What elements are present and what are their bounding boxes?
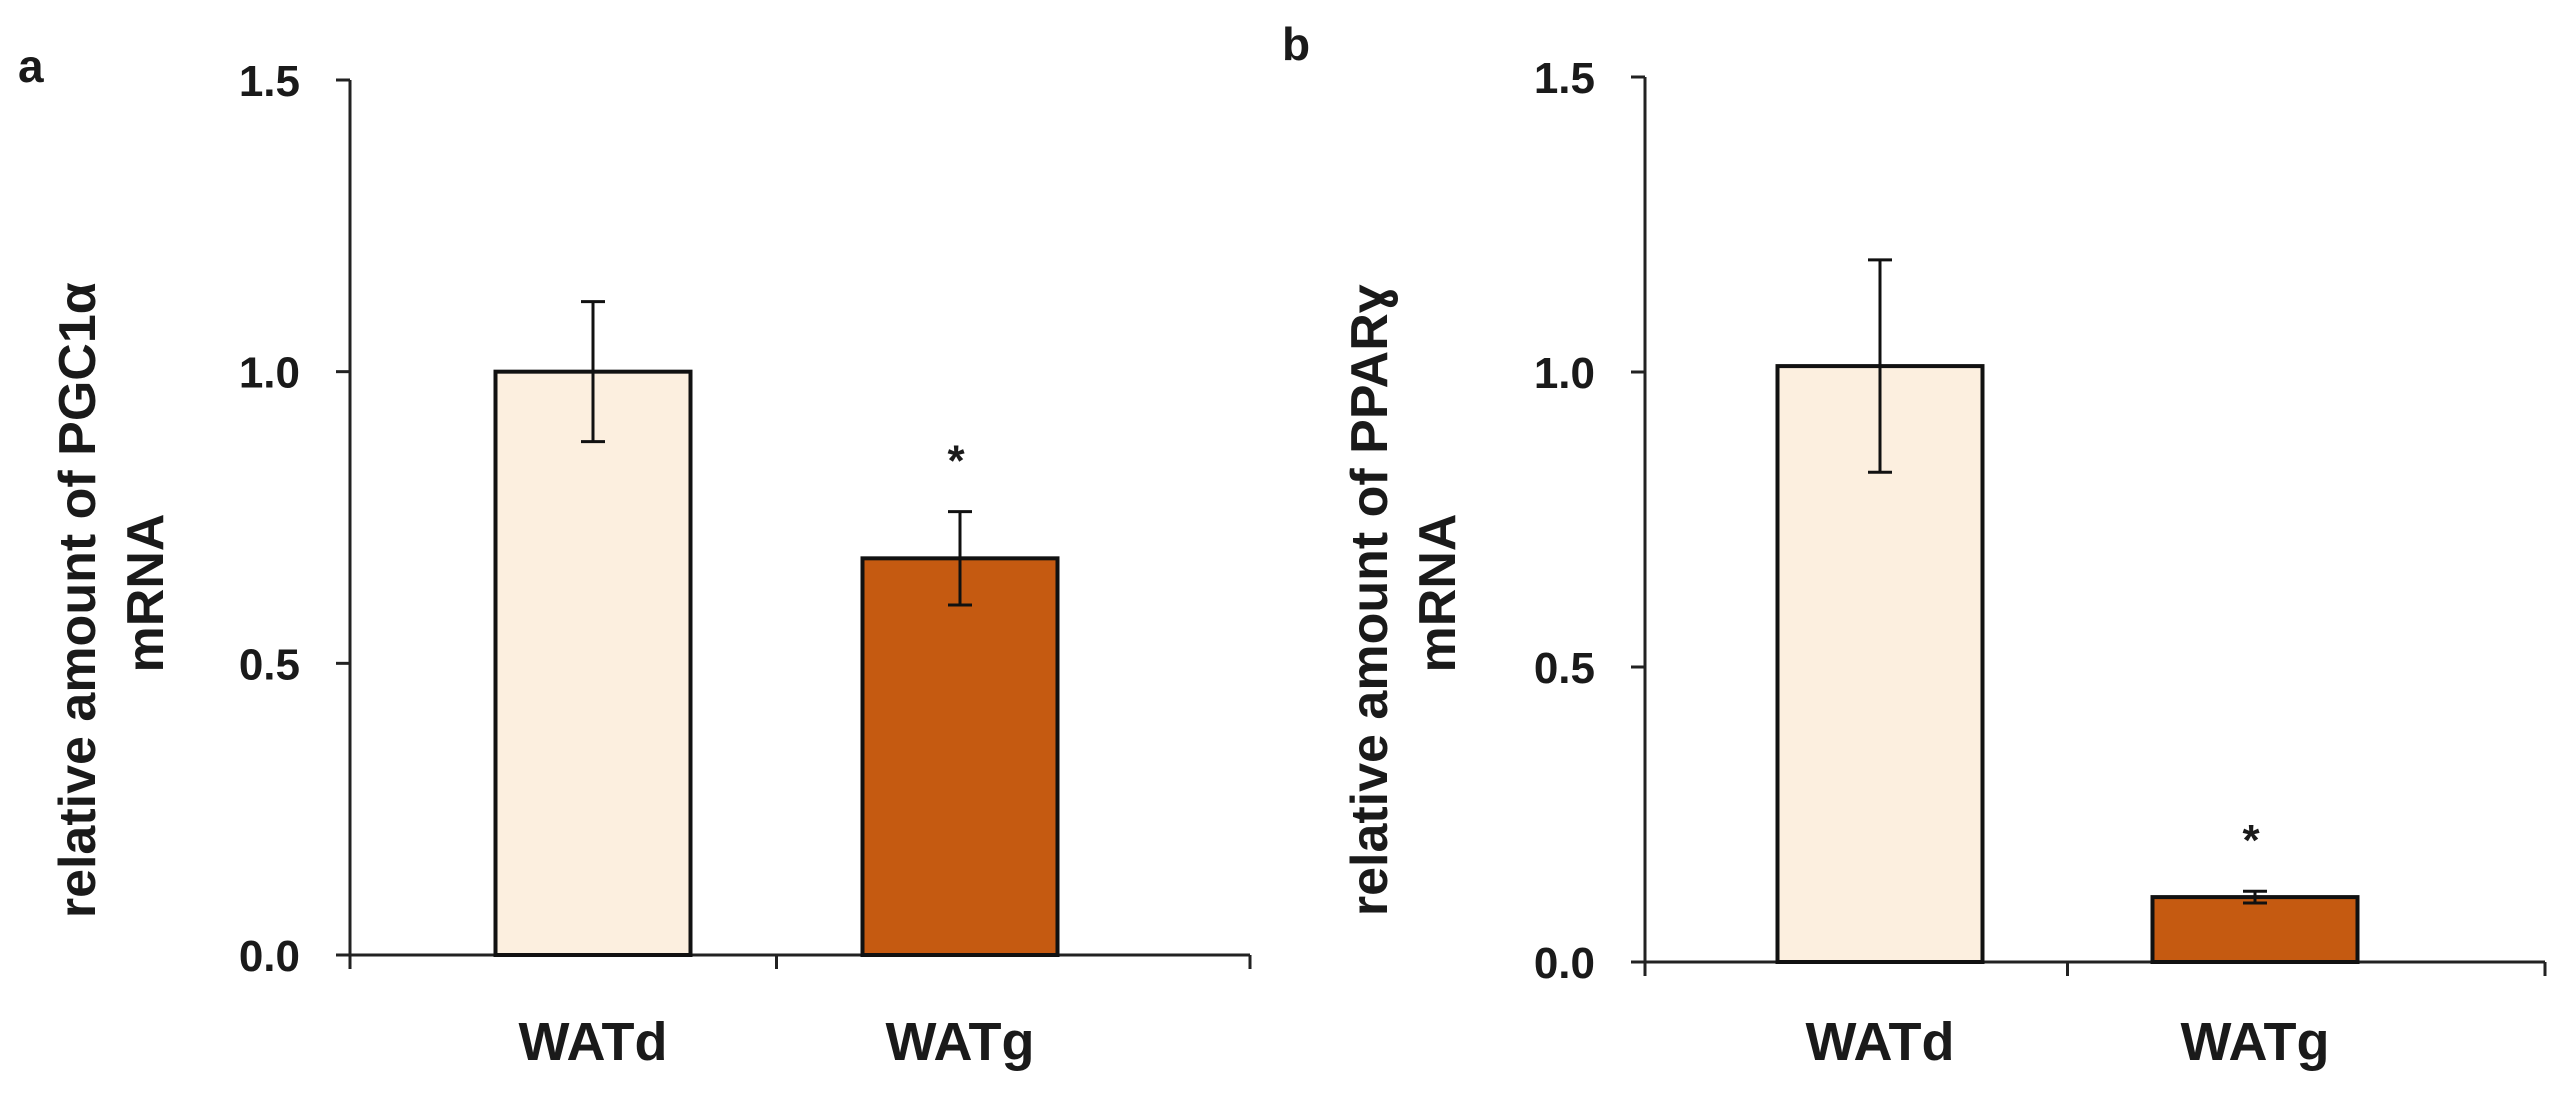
y-tick-label: 0.5	[1534, 644, 1595, 693]
panel-label: b	[1282, 18, 1310, 70]
significance-marker: *	[947, 437, 965, 486]
y-axis-label: relative amount of PGC1α mRNA	[49, 268, 175, 918]
panel-a: a relative amount of PGC1α mRNA 0.0 0.5 1.…	[18, 40, 1252, 1072]
y-axis-label-line-1: relative amount of PGC1α	[49, 282, 107, 918]
bar-watd	[493, 369, 693, 957]
y-tick-label: 0.0	[239, 932, 300, 981]
bar-watg	[2150, 895, 2360, 964]
y-tick-label: 0.5	[239, 640, 300, 689]
y-axis-label: relative amount of PPARɣ mRNA	[1341, 270, 1467, 916]
category-label: WATd	[519, 1012, 668, 1072]
category-label: WATd	[1806, 1012, 1955, 1072]
category-label: WATg	[886, 1012, 1035, 1072]
y-axis-label-line-2: mRNA	[1409, 514, 1467, 673]
y-tick-label: 1.0	[1534, 349, 1595, 398]
panel-b: b relative amount of PPARɣ mRNA 0.0 0.5 1.…	[1282, 18, 2547, 1072]
y-tick-label: 1.5	[239, 57, 300, 106]
panel-label: a	[18, 40, 44, 92]
bar-watg	[860, 556, 1060, 957]
y-tick-label: 1.5	[1534, 54, 1595, 103]
y-axis-label-line-2: mRNA	[117, 514, 175, 673]
significance-marker: *	[2242, 816, 2260, 865]
category-label: WATg	[2181, 1012, 2330, 1072]
y-axis-label-line-1: relative amount of PPARɣ	[1341, 284, 1399, 916]
y-tick-label: 0.0	[1534, 939, 1595, 988]
y-tick-label: 1.0	[239, 349, 300, 398]
